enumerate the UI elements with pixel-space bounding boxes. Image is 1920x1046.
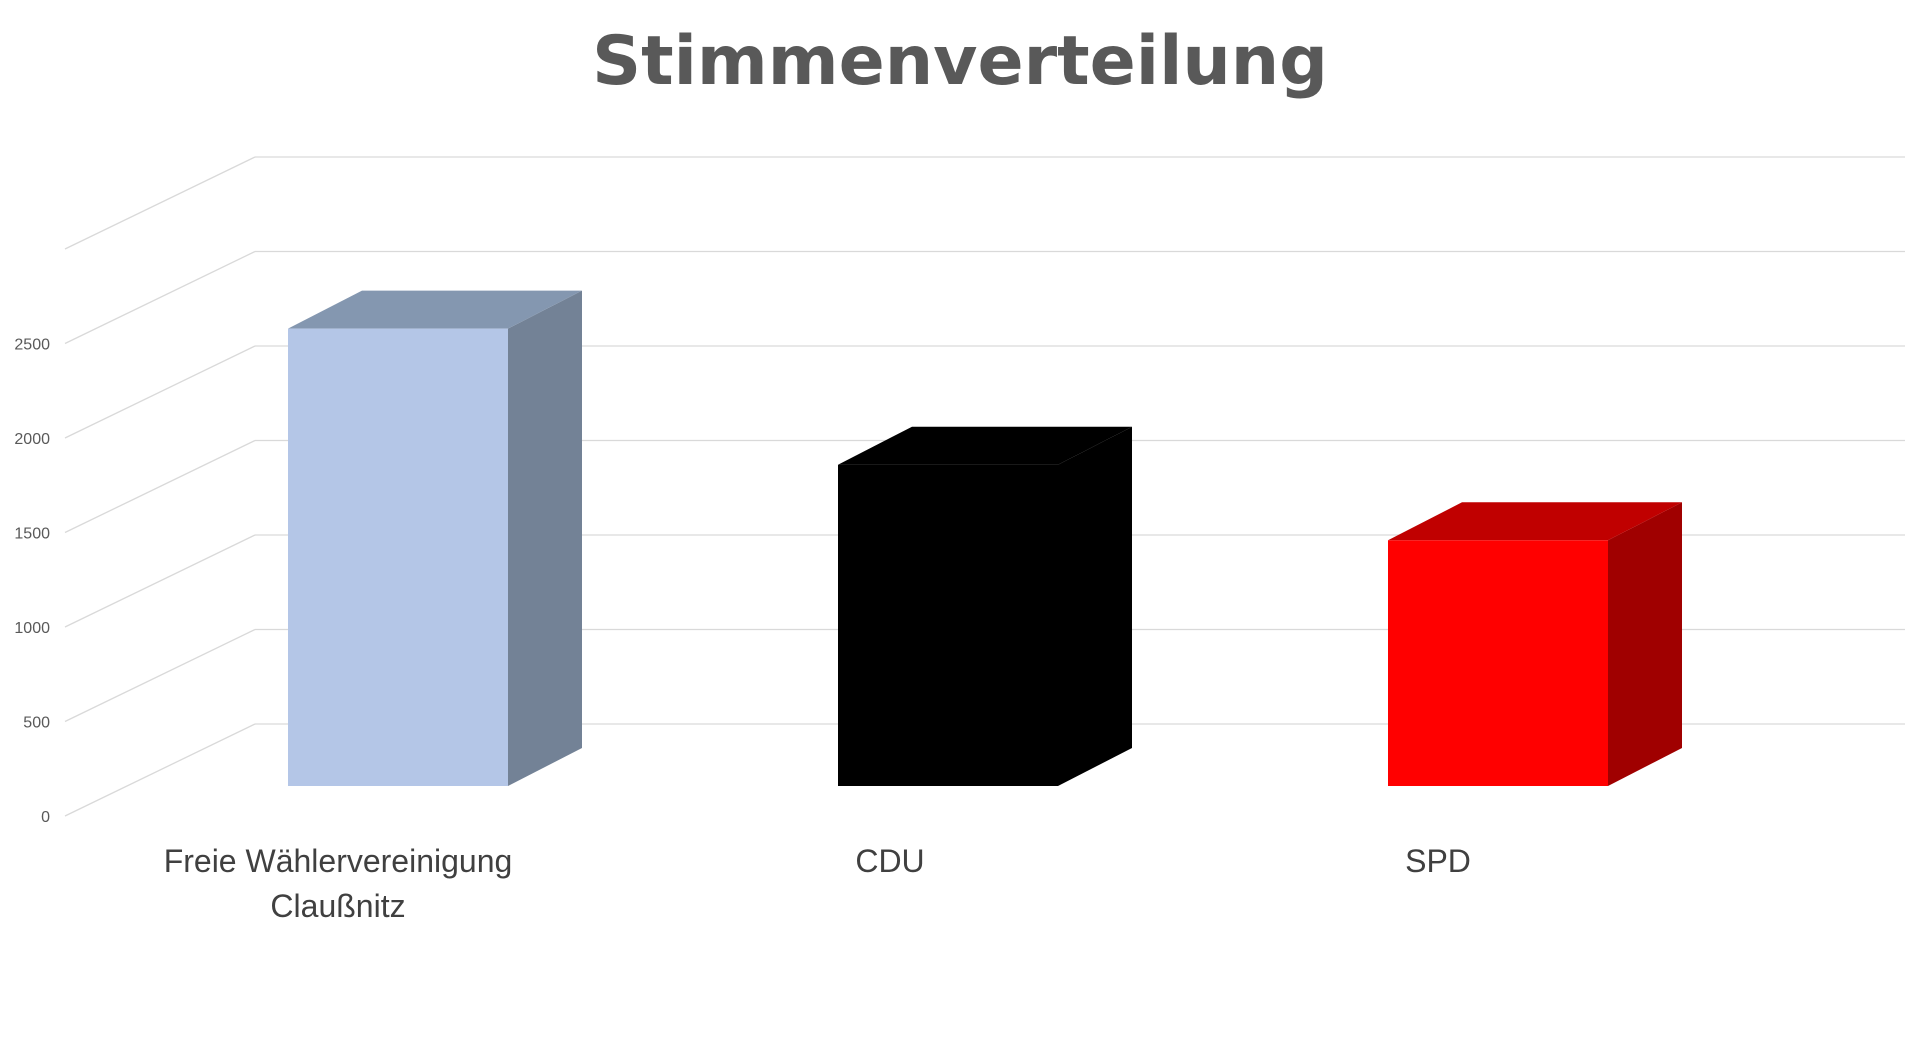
gridline-diagonal xyxy=(64,628,256,723)
y-tick-label: 500 xyxy=(23,715,50,732)
y-tick-label: 2000 xyxy=(14,431,50,448)
bar xyxy=(288,290,582,786)
bar-front-face xyxy=(838,464,1058,786)
bars xyxy=(288,290,1682,786)
bar-front-face xyxy=(1388,540,1608,786)
x-category-label: CDU xyxy=(855,843,924,879)
bar-side-face xyxy=(1608,502,1682,786)
gridline-diagonal xyxy=(64,534,256,628)
x-category-label: Freie Wählervereinigung xyxy=(164,843,513,879)
bar-side-face xyxy=(1058,426,1132,786)
gridline-diagonal xyxy=(64,250,256,345)
bar-top-face xyxy=(1388,502,1682,541)
bar-top-face xyxy=(838,426,1132,465)
bar-side-face xyxy=(508,290,582,786)
x-axis-labels: Freie Wählervereinigung Claußnitz CDU SPD xyxy=(164,843,1471,924)
gridline-diagonal xyxy=(64,345,256,439)
chart-title: Stimmenverteilung xyxy=(592,22,1328,101)
bar xyxy=(838,426,1132,786)
gridline-diagonal xyxy=(64,723,256,817)
y-tick-label: 1000 xyxy=(14,620,50,637)
gridline-diagonal xyxy=(64,156,256,250)
y-tick-label: 1500 xyxy=(14,526,50,543)
bar-top-face xyxy=(288,290,582,329)
bar xyxy=(1388,502,1682,786)
bar-front-face xyxy=(288,328,508,786)
gridline-diagonal xyxy=(64,439,256,534)
y-tick-label: 0 xyxy=(41,809,50,826)
y-tick-label: 2500 xyxy=(14,337,50,354)
x-category-label: SPD xyxy=(1405,843,1471,879)
y-axis-ticks: 0 500 1000 1500 2000 2500 xyxy=(14,337,50,827)
x-category-label: Claußnitz xyxy=(270,888,405,924)
